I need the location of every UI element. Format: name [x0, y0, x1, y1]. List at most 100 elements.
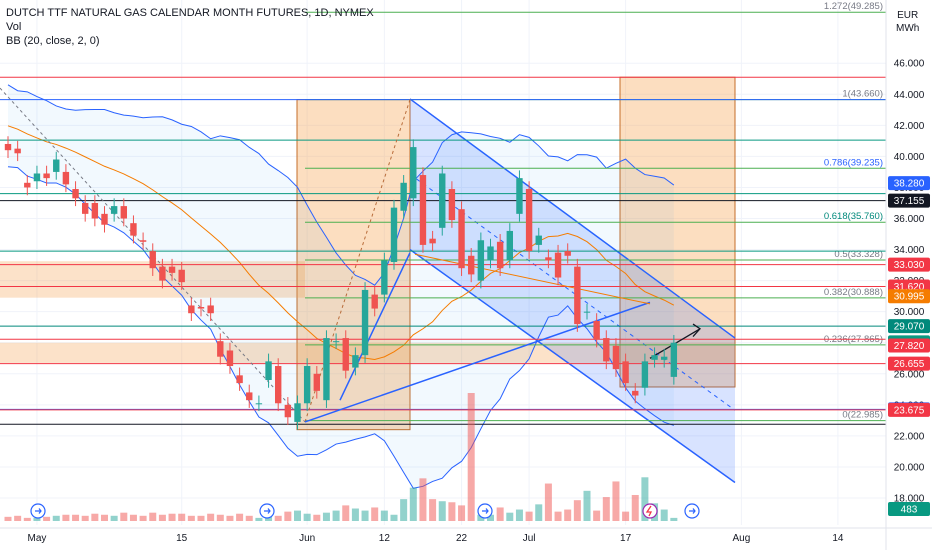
candle-body[interactable] — [661, 356, 668, 360]
candle-body[interactable] — [603, 338, 610, 362]
candle-body[interactable] — [236, 375, 243, 384]
volume-bar — [515, 509, 523, 521]
candle-body[interactable] — [284, 404, 292, 418]
candle-body[interactable] — [516, 178, 523, 214]
candle-body[interactable] — [400, 182, 407, 211]
candle-body[interactable] — [468, 255, 475, 275]
price-tag[interactable] — [888, 338, 930, 353]
candle-body[interactable] — [265, 361, 272, 380]
candle-body[interactable] — [554, 252, 562, 278]
candle-body[interactable] — [381, 260, 388, 295]
candle-body[interactable] — [120, 206, 127, 219]
candle-body[interactable] — [178, 269, 185, 283]
candle-body[interactable] — [101, 213, 108, 225]
zone-trend-line[interactable] — [414, 253, 651, 305]
candle-body[interactable] — [410, 147, 417, 199]
candle-body[interactable] — [188, 305, 195, 314]
candle-body[interactable] — [612, 345, 620, 370]
trend-channel[interactable] — [410, 98, 735, 483]
candle-body[interactable] — [130, 223, 137, 236]
candle-body[interactable] — [419, 175, 427, 245]
candle-body[interactable] — [168, 266, 176, 273]
candle-body[interactable] — [670, 342, 678, 377]
candle-body[interactable] — [496, 241, 504, 269]
candle-body[interactable] — [439, 173, 446, 228]
candle-body[interactable] — [448, 189, 456, 221]
volume-bar — [448, 502, 456, 521]
news-marker-icon[interactable] — [642, 503, 658, 519]
candle-body[interactable] — [361, 289, 369, 356]
candle-body[interactable] — [583, 311, 591, 313]
candle-body[interactable] — [313, 373, 320, 391]
candle-body[interactable] — [303, 366, 311, 404]
price-unit[interactable]: EUR MWh — [896, 9, 919, 35]
bollinger-indicator-label[interactable]: BB (20, close, 2, 0) — [6, 35, 100, 47]
time-tick-label: 22 — [456, 533, 468, 544]
candle-body[interactable] — [525, 189, 533, 252]
candle-body[interactable] — [371, 294, 378, 309]
candle-body[interactable] — [651, 355, 658, 360]
price-axis[interactable] — [886, 0, 932, 550]
candle-body[interactable] — [246, 392, 253, 401]
volume-bar — [612, 481, 620, 521]
candle-body[interactable] — [110, 206, 118, 214]
candle-body[interactable] — [217, 341, 224, 357]
candle-body[interactable] — [4, 143, 12, 151]
support-trend-line[interactable] — [304, 301, 651, 423]
candle-body[interactable] — [24, 182, 31, 188]
candle-body[interactable] — [323, 338, 330, 401]
candle-body[interactable] — [197, 307, 205, 309]
candle-body[interactable] — [641, 361, 649, 388]
candle-body[interactable] — [574, 266, 581, 325]
candle-body[interactable] — [62, 171, 70, 185]
price-tag[interactable] — [888, 356, 930, 371]
candle-body[interactable] — [477, 240, 485, 281]
time-tick-label: Jun — [299, 533, 315, 544]
price-tag[interactable] — [888, 193, 930, 208]
candle-body[interactable] — [149, 251, 156, 269]
candle-body[interactable] — [33, 173, 41, 182]
candle-body[interactable] — [82, 202, 89, 214]
candle-body[interactable] — [458, 209, 465, 269]
candle-body[interactable] — [226, 350, 234, 367]
candle-body[interactable] — [487, 246, 494, 261]
volume-tag[interactable] — [888, 502, 930, 516]
candle-body[interactable] — [545, 257, 552, 261]
volume-indicator-label[interactable]: Vol — [6, 21, 22, 33]
candle-body[interactable] — [632, 390, 639, 396]
candle-body[interactable] — [564, 251, 571, 256]
candle-body[interactable] — [342, 338, 349, 371]
price-tag[interactable] — [888, 402, 930, 417]
candle-body[interactable] — [14, 148, 21, 154]
candle-body[interactable] — [43, 173, 50, 179]
candle-body[interactable] — [159, 266, 166, 281]
candle-body[interactable] — [622, 361, 629, 384]
candle-body[interactable] — [429, 238, 436, 244]
drawn-box-zone[interactable] — [619, 76, 736, 388]
channel-lower-line[interactable] — [409, 248, 736, 484]
candle-body[interactable] — [352, 355, 359, 368]
price-tag[interactable] — [888, 289, 930, 304]
price-tag[interactable] — [888, 176, 930, 191]
candle-body[interactable] — [390, 207, 398, 262]
volume-bar — [23, 517, 31, 521]
candle-body[interactable] — [207, 305, 214, 314]
candle-body[interactable] — [255, 403, 263, 405]
candle-body[interactable] — [535, 235, 542, 245]
price-tag[interactable] — [888, 319, 930, 334]
candle-body[interactable] — [275, 366, 282, 404]
candle-body[interactable] — [332, 341, 340, 343]
candle-body[interactable] — [294, 403, 301, 422]
candle-body[interactable] — [593, 320, 600, 340]
rising-trend-line[interactable] — [339, 252, 411, 401]
candle-body[interactable] — [53, 159, 60, 172]
candle-body[interactable] — [139, 240, 147, 242]
zone-diagonal-dashed[interactable] — [304, 99, 411, 423]
candle-body[interactable] — [506, 230, 513, 261]
lightning-icon — [645, 505, 653, 517]
price-tag[interactable] — [888, 257, 930, 272]
volume-bar — [110, 515, 118, 521]
candle-body[interactable] — [72, 189, 79, 199]
candle-body[interactable] — [91, 202, 99, 219]
